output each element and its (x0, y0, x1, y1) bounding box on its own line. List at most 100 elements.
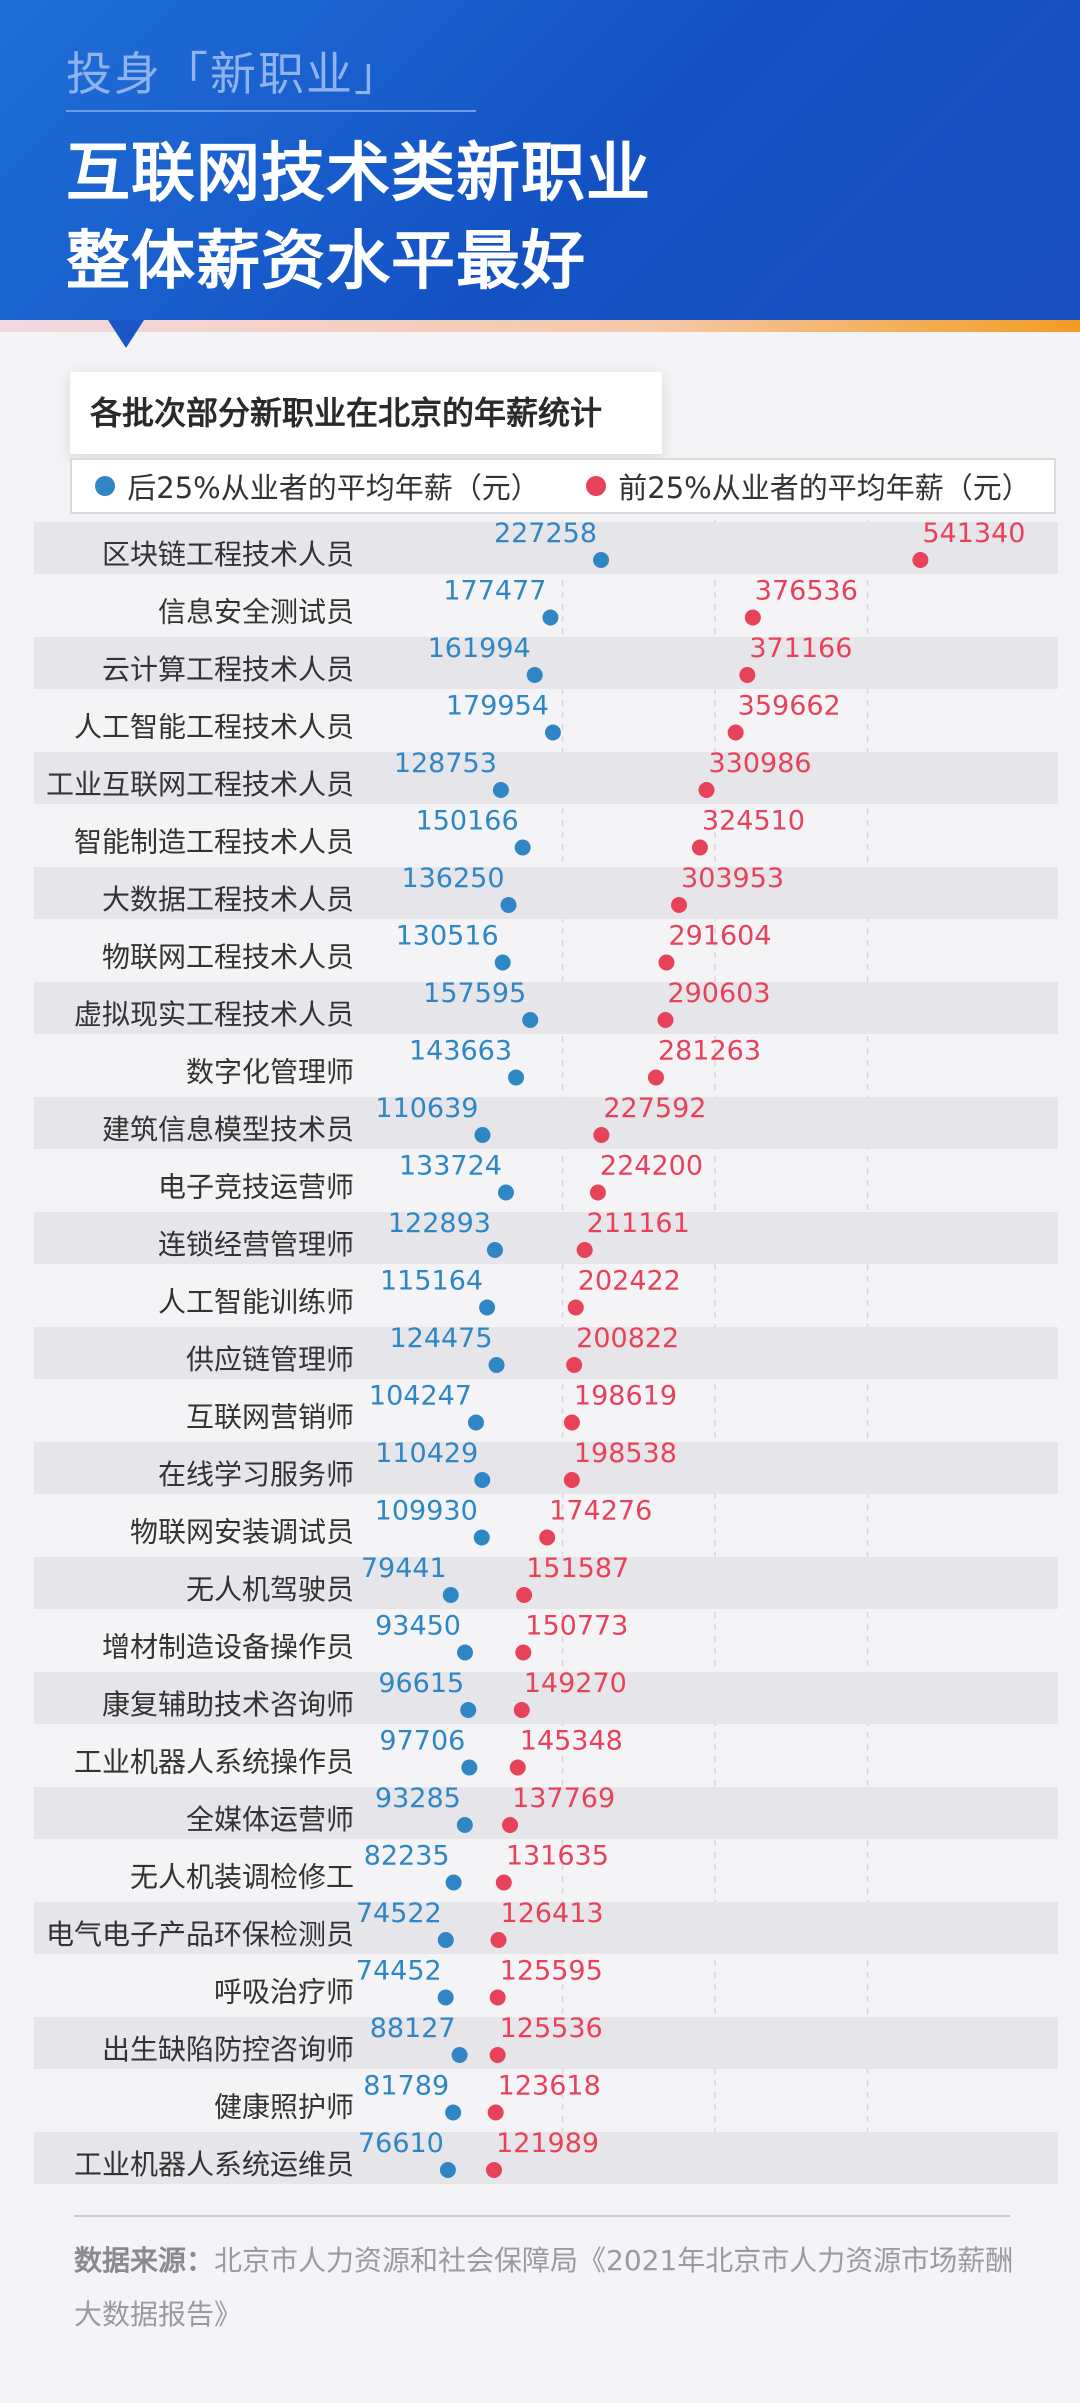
low-value-label: 76610 (358, 2128, 444, 2159)
high-value-label: 123618 (498, 2071, 601, 2102)
high-point (563, 1414, 580, 1431)
low-point (445, 1874, 462, 1891)
header-banner: 投身「新职业」 互联网技术类新职业 整体薪资水平最好 (0, 0, 1080, 326)
high-value-label: 281263 (658, 1036, 761, 1067)
row-band (34, 637, 1058, 689)
category-label: 电气电子产品环保检测员 (46, 1918, 354, 1951)
high-value-label: 150773 (525, 1611, 628, 1642)
high-point (515, 1644, 532, 1661)
category-label: 建筑信息模型技术员 (102, 1113, 354, 1146)
high-value-label: 126413 (501, 1898, 604, 1929)
legend-high-label: 前25%从业者的平均年薪（元） (618, 471, 1031, 505)
low-point (460, 1702, 477, 1718)
high-value-label: 198538 (574, 1438, 677, 1469)
low-value-label: 79441 (361, 1553, 447, 1584)
high-point (691, 839, 708, 856)
high-point (489, 2047, 506, 2063)
low-value-label: 157595 (423, 978, 526, 1009)
high-point (727, 724, 744, 741)
high-point (539, 1529, 556, 1546)
low-value-label: 96615 (378, 1668, 464, 1699)
accent-bar (0, 320, 1080, 332)
high-point (589, 1184, 606, 1201)
high-value-label: 125595 (500, 1956, 603, 1987)
row-band (34, 1672, 1058, 1724)
category-label: 区块链工程技术人员 (102, 538, 354, 571)
low-value-label: 93450 (375, 1611, 461, 1642)
high-point (744, 609, 761, 626)
low-value-label: 161994 (428, 633, 531, 664)
legend-low-label: 后25%从业者的平均年薪（元） (127, 471, 540, 505)
legend-item-high: 前25%从业者的平均年薪（元） (586, 465, 1031, 507)
low-value-label: 227258 (494, 520, 597, 549)
low-point (497, 1184, 514, 1201)
category-label: 供应链管理师 (186, 1343, 354, 1376)
category-label: 人工智能训练师 (158, 1286, 354, 1319)
low-value-label: 88127 (370, 2013, 456, 2044)
high-point (698, 782, 715, 798)
low-point (442, 1587, 459, 1603)
category-label: 无人机装调检修工 (130, 1861, 354, 1894)
high-value-label: 290603 (667, 978, 770, 1009)
high-value-label: 211161 (587, 1208, 690, 1239)
low-point (492, 782, 509, 798)
category-label: 云计算工程技术人员 (102, 653, 354, 686)
row-band (34, 2132, 1058, 2184)
category-label: 物联网安装调试员 (130, 1516, 354, 1549)
category-label: 虚拟现实工程技术人员 (74, 998, 354, 1031)
low-value-label: 97706 (379, 1726, 465, 1757)
high-value-label: 303953 (681, 863, 784, 894)
high-value-label: 131635 (506, 1841, 609, 1872)
category-label: 智能制造工程技术人员 (74, 826, 354, 859)
low-point (456, 1817, 473, 1833)
high-point (495, 1874, 512, 1891)
high-point (657, 1012, 674, 1028)
row-band (34, 752, 1058, 804)
category-label: 康复辅助技术咨询师 (102, 1688, 354, 1721)
low-value-label: 110639 (375, 1093, 478, 1124)
low-value-label: 74452 (356, 1956, 442, 1987)
low-point (437, 1932, 454, 1948)
source-label: 数据来源： (74, 2244, 215, 2277)
high-point (489, 1989, 506, 2006)
low-value-label: 115164 (380, 1266, 483, 1297)
low-value-label: 122893 (388, 1208, 491, 1239)
low-point (508, 1069, 525, 1086)
category-label: 健康照护师 (214, 2091, 354, 2124)
low-point (593, 552, 610, 568)
low-point (451, 2047, 468, 2063)
high-point (486, 2162, 503, 2178)
row-band (34, 1327, 1058, 1379)
category-label: 呼吸治疗师 (214, 1976, 354, 2009)
high-value-label: 198619 (574, 1381, 677, 1412)
category-label: 大数据工程技术人员 (102, 883, 354, 916)
row-band (34, 1212, 1058, 1264)
high-value-label: 174276 (549, 1496, 652, 1527)
low-point (467, 1414, 484, 1431)
high-value-label: 121989 (496, 2128, 599, 2159)
category-label: 出生缺陷防控咨询师 (102, 2033, 354, 2066)
low-point (437, 1989, 454, 2006)
category-label: 增材制造设备操作员 (102, 1631, 354, 1664)
low-point (494, 954, 511, 971)
high-value-label: 145348 (520, 1726, 623, 1757)
high-point (502, 1817, 519, 1833)
low-point (544, 724, 561, 741)
high-point (567, 1299, 584, 1316)
category-label: 工业互联网工程技术人员 (46, 768, 354, 801)
chart-title: 各批次部分新职业在北京的年薪统计 (70, 372, 662, 454)
salary-dumbbell-chart: 区块链工程技术人员 227258 541340 信息安全测试员 177477 376536… (34, 520, 1058, 2188)
high-point (658, 954, 675, 971)
low-value-label: 93285 (375, 1783, 461, 1814)
low-value-label: 104247 (369, 1381, 472, 1412)
high-value-label: 125536 (500, 2013, 603, 2044)
row-band (34, 522, 1058, 574)
low-value-label: 133724 (399, 1151, 502, 1182)
pointer-triangle (108, 320, 144, 348)
high-point (912, 552, 929, 568)
category-label: 工业机器人系统运维员 (74, 2148, 354, 2181)
high-value-label: 151587 (526, 1553, 629, 1584)
low-point (488, 1357, 505, 1373)
kicker-divider (66, 110, 476, 112)
category-label: 互联网营销师 (186, 1401, 354, 1434)
